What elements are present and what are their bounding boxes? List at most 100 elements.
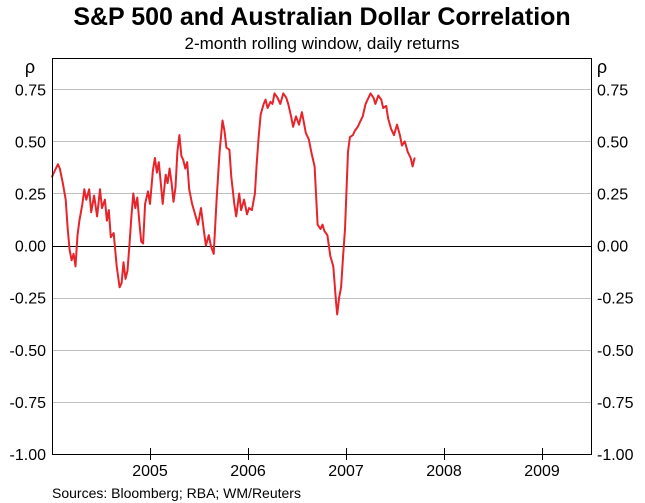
data-point — [147, 190, 149, 193]
y-tick-label: 0.50 — [15, 134, 46, 151]
source-note: Sources: Bloomberg; RBA; WM/Reuters — [52, 485, 301, 501]
data-point — [134, 207, 137, 209]
data-point — [308, 138, 310, 141]
y-tick-label: 0.25 — [15, 186, 46, 203]
data-point — [329, 255, 332, 257]
data-point — [390, 128, 392, 130]
series-layer — [51, 92, 416, 316]
y-tick-label: 0.75 — [597, 82, 628, 99]
left-axis-unit: ρ — [25, 57, 35, 77]
data-point — [90, 211, 92, 213]
data-point — [282, 92, 285, 95]
data-point — [122, 261, 125, 264]
data-point — [126, 269, 129, 272]
data-point — [180, 155, 183, 157]
right-y-tick-labels: 0.75 0.50 0.25 0.00 -0.25 -0.50 -0.75 -1.00 — [597, 82, 634, 464]
data-point — [399, 134, 401, 136]
data-point — [156, 171, 158, 174]
y-tick-label: 0.25 — [597, 186, 628, 203]
data-point — [161, 203, 164, 205]
data-point — [104, 198, 106, 201]
data-point — [212, 253, 215, 255]
data-point — [158, 161, 160, 163]
data-point — [124, 278, 127, 280]
data-point — [380, 98, 383, 101]
data-point — [54, 169, 56, 172]
gridlines — [52, 89, 591, 455]
data-point — [396, 123, 398, 126]
data-point — [74, 265, 77, 268]
data-point — [70, 259, 73, 262]
data-point — [142, 242, 144, 245]
data-point — [243, 198, 245, 201]
data-point — [132, 192, 135, 195]
x-tick-labels: 2005 2006 2007 2008 2009 — [132, 463, 560, 480]
data-point — [313, 165, 316, 168]
data-point — [66, 228, 69, 230]
chart-subtitle: 2-month rolling window, daily returns — [185, 34, 460, 53]
plot-frame — [52, 58, 592, 455]
data-point — [64, 198, 67, 201]
data-point — [160, 182, 162, 184]
x-tick-label: 2008 — [426, 463, 462, 480]
y-tick-label: -1.00 — [597, 447, 634, 464]
data-point — [221, 119, 224, 122]
data-point — [101, 207, 103, 209]
data-point — [254, 192, 256, 195]
data-point — [59, 167, 61, 170]
data-point — [225, 146, 228, 149]
data-point — [130, 215, 133, 218]
data-point — [385, 105, 388, 107]
data-point — [81, 203, 84, 205]
data-point — [401, 144, 403, 147]
data-point — [120, 282, 123, 284]
y-tick-label: -1.00 — [10, 447, 47, 464]
data-point — [203, 230, 205, 232]
data-point — [269, 101, 272, 103]
data-point — [319, 228, 322, 230]
data-point — [68, 248, 71, 251]
right-axis-unit: ρ — [597, 57, 607, 77]
data-point — [230, 176, 233, 178]
data-point — [112, 232, 115, 234]
data-point — [374, 103, 377, 105]
data-point — [154, 157, 156, 159]
data-point — [369, 92, 372, 95]
data-point — [344, 228, 346, 230]
x-tick-label: 2009 — [524, 463, 560, 480]
data-point — [62, 182, 64, 184]
y-tick-label: 0.75 — [15, 82, 46, 99]
data-point — [215, 198, 218, 201]
data-point — [83, 188, 86, 191]
data-point — [176, 151, 179, 153]
data-point — [88, 188, 90, 191]
data-point — [106, 219, 108, 222]
data-point — [372, 96, 375, 99]
data-point — [108, 209, 110, 211]
data-point — [128, 244, 131, 247]
data-point — [99, 188, 101, 191]
data-point — [138, 219, 140, 222]
data-point — [264, 98, 267, 101]
data-point — [246, 213, 248, 216]
data-point — [347, 151, 349, 153]
data-point — [72, 253, 75, 255]
data-point — [352, 134, 354, 136]
data-point — [387, 117, 389, 120]
data-point — [298, 123, 300, 126]
chart-title: S&P 500 and Australian Dollar Correlatio… — [73, 3, 570, 31]
data-point — [149, 203, 151, 205]
y-tick-label: -0.50 — [597, 343, 634, 360]
data-point — [186, 161, 188, 163]
data-point — [295, 115, 297, 118]
data-point — [208, 234, 210, 236]
data-point — [273, 92, 276, 95]
left-y-tick-labels: 0.75 0.50 0.25 0.00 -0.25 -0.50 -0.75 -1.00 — [10, 82, 47, 464]
data-point — [144, 203, 146, 205]
data-point — [188, 188, 190, 191]
y-tick-label: -0.75 — [10, 395, 47, 412]
data-point — [174, 186, 177, 188]
data-point — [364, 103, 367, 105]
data-point — [191, 203, 193, 205]
